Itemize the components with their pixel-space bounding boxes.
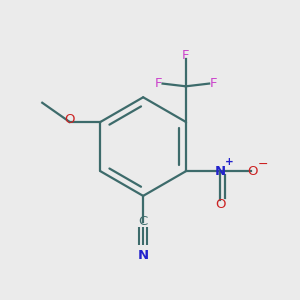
Text: N: N [138, 249, 149, 262]
Text: F: F [209, 77, 217, 90]
Text: O: O [215, 198, 225, 211]
Text: O: O [64, 113, 75, 126]
Text: O: O [247, 165, 257, 178]
Text: F: F [155, 77, 162, 90]
Text: F: F [182, 49, 190, 62]
Text: −: − [258, 158, 268, 171]
Text: +: + [225, 157, 233, 166]
Text: N: N [214, 165, 226, 178]
Text: C: C [139, 215, 148, 228]
